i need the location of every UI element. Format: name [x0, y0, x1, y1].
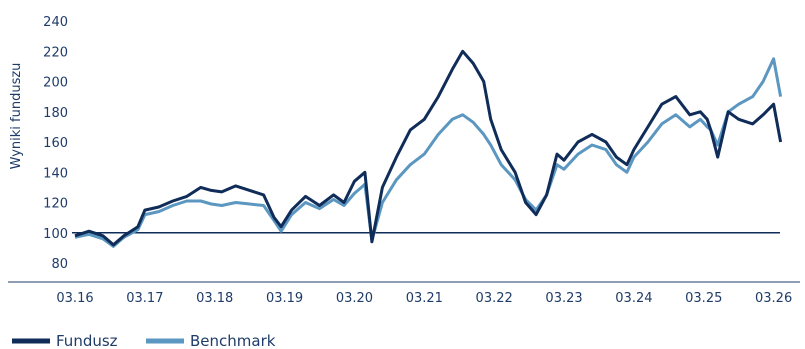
- y-axis-label-group: Wyniki funduszu: [9, 63, 24, 170]
- y-axis-label: Wyniki funduszu: [9, 63, 24, 170]
- x-tick-label: 03.17: [126, 291, 163, 306]
- series-group: [74, 49, 783, 248]
- x-tick-label: 03.18: [196, 291, 233, 306]
- y-tick-label: 220: [43, 45, 68, 60]
- x-tick-label: 03.24: [615, 291, 652, 306]
- x-tick-label: 03.23: [545, 291, 582, 306]
- y-tick-label: 80: [51, 257, 68, 272]
- legend-label-benchmark: Benchmark: [190, 332, 276, 349]
- x-tick-label: 03.19: [266, 291, 303, 306]
- x-tick-label: 03.25: [685, 291, 722, 306]
- series-line-fundusz: [74, 49, 783, 247]
- y-tick-label: 240: [43, 15, 68, 30]
- legend-label-fundusz: Fundusz: [56, 332, 118, 349]
- y-tick-labels: 80 100 120 140 160 180 200 220 240: [43, 15, 68, 272]
- x-tick-label: 03.20: [336, 291, 373, 306]
- x-tick-label: 03.26: [755, 291, 792, 306]
- y-tick-label: 100: [43, 227, 68, 242]
- y-tick-label: 140: [43, 166, 68, 181]
- legend: Fundusz Benchmark: [12, 332, 276, 349]
- y-tick-label: 180: [43, 106, 68, 121]
- x-tick-label: 03.16: [56, 291, 93, 306]
- x-tick-label: 03.22: [476, 291, 513, 306]
- series-line-benchmark: [74, 57, 783, 248]
- y-tick-label: 120: [43, 197, 68, 212]
- y-tick-label: 200: [43, 76, 68, 91]
- x-tick-label: 03.21: [406, 291, 443, 306]
- x-tick-labels: 03.16 03.17 03.18 03.19 03.20 03.21 03.22 03.23…: [56, 291, 792, 306]
- y-tick-label: 160: [43, 136, 68, 151]
